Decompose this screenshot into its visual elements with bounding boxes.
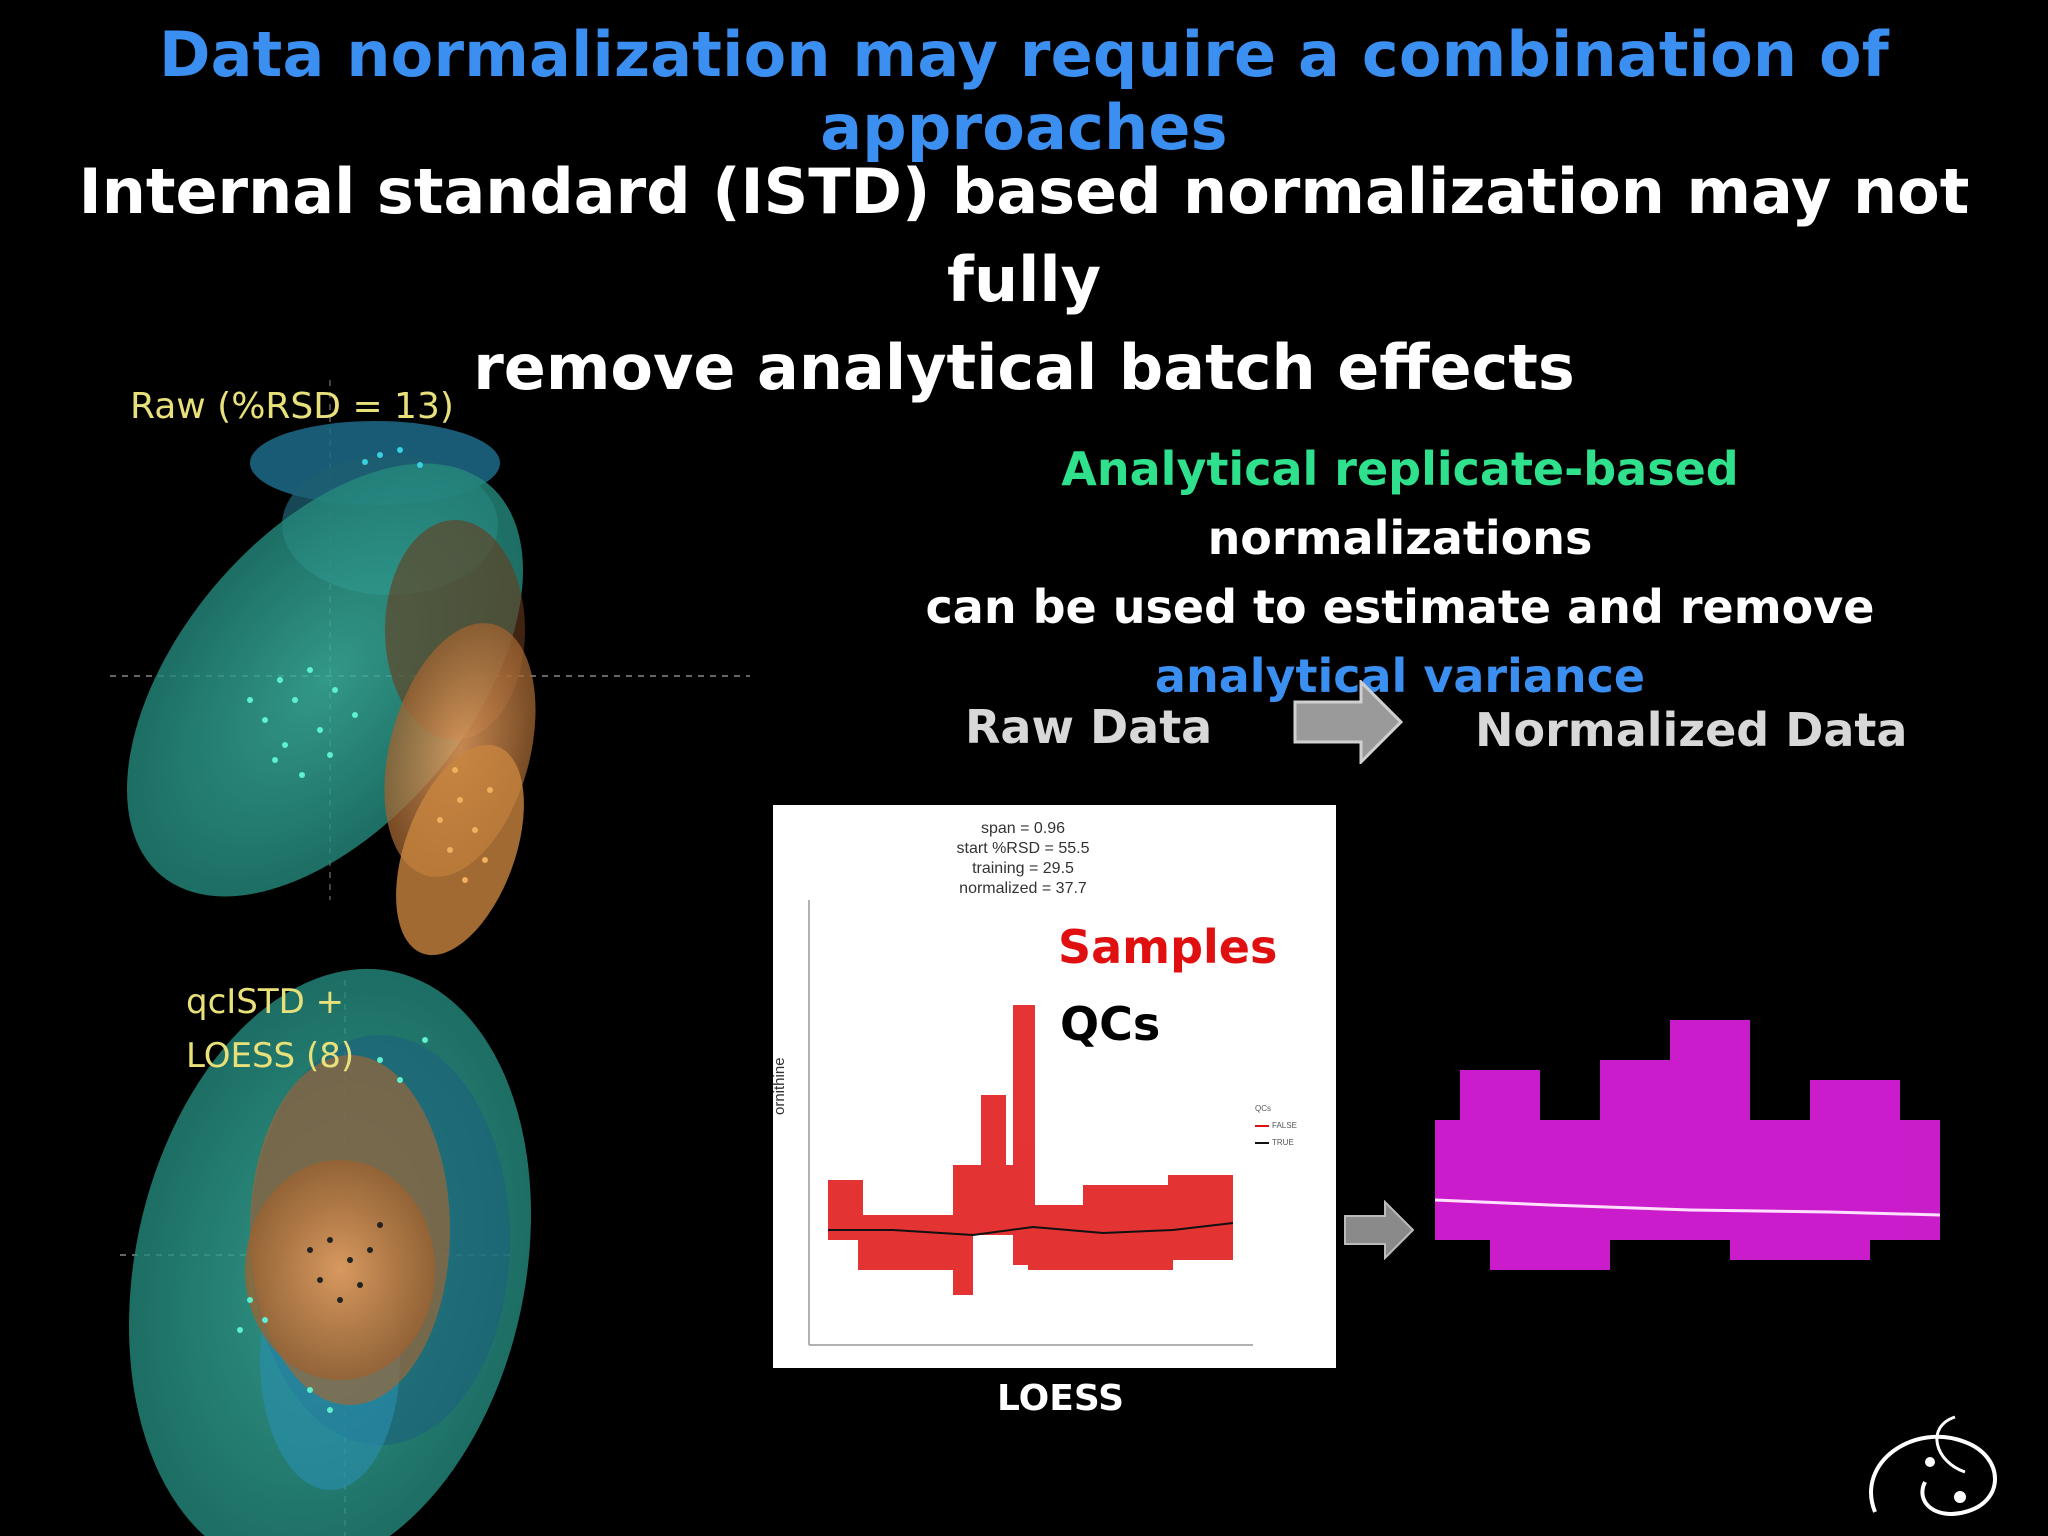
description-line-1-rest: normalizations xyxy=(1207,511,1593,565)
loess-plot-panel: span = 0.96 start %RSD = 55.5 training =… xyxy=(771,805,1336,1368)
qcs-label: QCs xyxy=(1060,997,1161,1051)
samples-label: Samples xyxy=(1058,920,1278,974)
right-arrow-icon xyxy=(1293,680,1404,764)
normalized-pca-label: qcISTD + LOESS (8) xyxy=(186,975,354,1083)
subtitle-line-1: Internal standard (ISTD) based normaliza… xyxy=(78,155,1970,316)
loess-stat-start-rsd: start %RSD = 55.5 xyxy=(956,840,1090,857)
normalized-pca-label-line-2: LOESS (8) xyxy=(186,1036,355,1076)
normalized-pca-label-line-1: qcISTD + xyxy=(186,982,345,1022)
pca-score-plots xyxy=(110,380,750,1536)
loess-legend: QCs FALSE TRUE xyxy=(1255,1100,1297,1151)
raw-pca-plot xyxy=(110,380,750,956)
analytical-replicate-description: Analytical replicate-based normalization… xyxy=(870,435,1930,711)
normalized-data-label: Normalized Data xyxy=(1475,703,1908,757)
loess-stat-span: span = 0.96 xyxy=(980,820,1066,837)
small-right-arrow-icon xyxy=(1344,1200,1415,1260)
slide-subtitle: Internal standard (ISTD) based normaliza… xyxy=(60,148,1988,412)
loess-scatter xyxy=(808,900,1253,1346)
subtitle-line-2: remove analytical batch effects xyxy=(473,331,1575,404)
legend-true: TRUE xyxy=(1255,1134,1297,1151)
institution-logo xyxy=(1869,1415,1997,1516)
description-green-text: Analytical replicate-based xyxy=(1061,442,1739,496)
loess-stat-normalized: normalized = 37.7 xyxy=(959,880,1087,897)
normalized-scatter xyxy=(1434,1020,1941,1270)
normalized-pca-plot xyxy=(120,968,532,1536)
loess-caption: LOESS xyxy=(997,1378,1125,1419)
description-blue-text: analytical variance xyxy=(1154,649,1646,703)
raw-data-label: Raw Data xyxy=(965,700,1213,754)
legend-title: QCs xyxy=(1255,1104,1271,1113)
loess-stat-training: training = 29.5 xyxy=(972,860,1074,877)
description-line-2: can be used to estimate and remove xyxy=(925,580,1875,634)
raw-pca-label: Raw (%RSD = 13) xyxy=(130,386,454,427)
legend-false: FALSE xyxy=(1255,1117,1297,1134)
slide-title: Data normalization may require a combina… xyxy=(158,18,1890,164)
loess-stats: span = 0.96 start %RSD = 55.5 training =… xyxy=(773,819,1273,899)
